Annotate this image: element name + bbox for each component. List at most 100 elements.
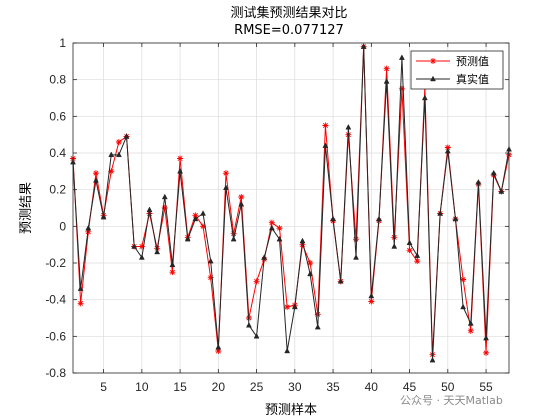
data-point — [154, 245, 161, 252]
legend-marker-predicted — [430, 58, 436, 64]
y-tick-label: -0.4 — [45, 293, 66, 307]
y-tick-labels: -0.8 -0.6 -0.4 -0.2 0 0.2 0.4 0.6 0.8 1 — [45, 36, 66, 380]
data-point — [284, 347, 291, 354]
x-tick-label: 45 — [403, 380, 417, 394]
data-point — [429, 356, 436, 363]
legend-marker-actual — [430, 75, 436, 82]
x-tick-label: 30 — [288, 380, 302, 394]
data-point — [238, 194, 245, 200]
legend-marker-symbol — [430, 75, 436, 82]
data-point — [223, 184, 229, 191]
data-point — [230, 235, 237, 242]
data-point — [314, 311, 321, 318]
x-tick-label: 25 — [250, 380, 264, 394]
x-tick-label: 35 — [326, 380, 340, 394]
data-point — [108, 151, 115, 158]
data-point — [391, 243, 398, 249]
data-point — [376, 215, 382, 222]
data-point — [276, 235, 283, 242]
data-point — [314, 323, 321, 330]
y-tick-label: -0.2 — [45, 256, 66, 270]
y-tick-label: 0.8 — [49, 73, 66, 87]
data-point — [245, 321, 252, 328]
legend-label-actual: 真实值 — [456, 72, 489, 86]
data-point — [345, 123, 352, 130]
data-point — [414, 258, 421, 265]
data-point — [444, 147, 451, 154]
data-point — [383, 78, 390, 84]
data-point — [291, 303, 298, 310]
data-point — [93, 177, 99, 183]
data-point — [108, 168, 115, 175]
series-layer — [70, 43, 512, 363]
data-point — [154, 248, 161, 255]
y-axis-label: 预测结果 — [19, 182, 34, 234]
data-point — [238, 200, 245, 207]
data-point — [253, 278, 260, 285]
data-point — [406, 239, 413, 246]
y-tick-label: 0.2 — [49, 183, 66, 197]
data-point — [483, 334, 489, 341]
data-point — [207, 274, 214, 281]
data-point — [383, 65, 390, 72]
tick-marks — [73, 42, 509, 374]
data-point — [200, 210, 206, 216]
data-point — [483, 349, 490, 356]
x-tick-label: 50 — [441, 380, 455, 394]
legend-label-predicted: 预测值 — [456, 55, 489, 68]
data-point — [360, 43, 367, 49]
watermark-text: 公众号 · 天天Matlab — [400, 394, 503, 407]
data-point — [322, 122, 329, 129]
x-tick-label: 10 — [135, 380, 149, 394]
data-point — [498, 188, 505, 194]
data-point — [307, 270, 314, 277]
data-point — [230, 230, 237, 237]
data-point — [284, 304, 291, 310]
data-point — [353, 236, 360, 243]
legend: 预测值 真实值 — [410, 50, 504, 90]
data-point — [414, 252, 421, 258]
data-point — [475, 178, 482, 185]
x-tick-label: 15 — [173, 380, 187, 394]
data-point — [490, 169, 497, 176]
data-point — [138, 254, 145, 260]
data-point — [138, 243, 145, 250]
data-point — [299, 237, 306, 244]
data-point — [192, 212, 199, 219]
x-tick-label: 55 — [479, 380, 493, 394]
data-point — [222, 170, 229, 177]
data-point — [115, 151, 122, 158]
x-tick-label: 40 — [365, 380, 379, 394]
data-point — [177, 155, 184, 162]
data-point — [268, 224, 275, 231]
plot-area — [70, 42, 512, 374]
x-axis-label: 预测样本 — [265, 403, 317, 418]
data-point — [169, 261, 176, 268]
data-point — [268, 219, 275, 226]
data-point — [146, 206, 153, 213]
data-point — [330, 215, 337, 222]
data-point — [421, 94, 428, 101]
series-actual — [70, 43, 512, 363]
data-point — [115, 139, 122, 145]
data-point — [207, 257, 214, 264]
data-point — [184, 235, 191, 242]
data-point — [322, 142, 329, 148]
data-point — [307, 260, 314, 266]
data-point — [92, 170, 99, 177]
data-point — [406, 247, 413, 254]
data-point — [253, 332, 260, 339]
data-point — [276, 225, 283, 232]
data-point — [169, 269, 176, 276]
data-point — [146, 210, 153, 217]
data-point — [215, 348, 222, 354]
x-tick-label: 5 — [100, 380, 107, 394]
data-point — [77, 300, 84, 307]
data-point — [467, 320, 474, 326]
y-tick-label: 0.4 — [49, 146, 66, 160]
data-point — [460, 276, 467, 283]
y-tick-label: -0.6 — [45, 329, 66, 343]
y-tick-label: 0.6 — [49, 109, 66, 123]
y-tick-label: 1 — [59, 36, 66, 50]
